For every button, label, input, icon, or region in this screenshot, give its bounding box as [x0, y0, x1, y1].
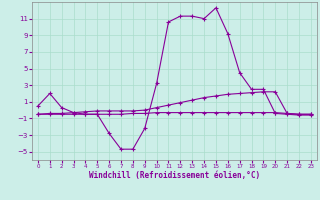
X-axis label: Windchill (Refroidissement éolien,°C): Windchill (Refroidissement éolien,°C) [89, 171, 260, 180]
